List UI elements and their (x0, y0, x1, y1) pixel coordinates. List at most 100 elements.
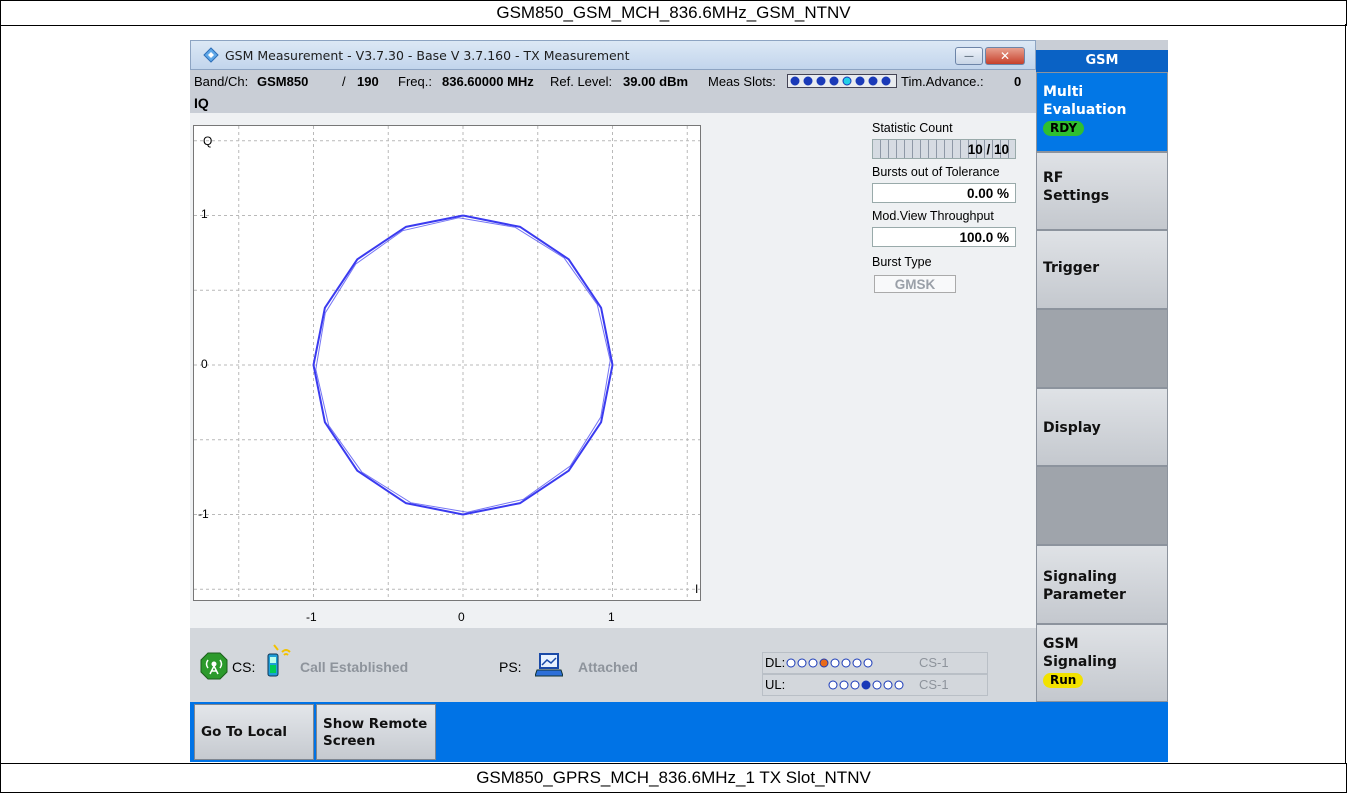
frame-border-left (0, 24, 1, 763)
meas-slots-indicator (787, 74, 897, 88)
slot-dot (855, 76, 865, 86)
band-label: Band/Ch: (194, 74, 249, 89)
softkey-sidebar: GSM Multi Evaluation RDY RF Settings Tri… (1036, 40, 1168, 702)
band-value: GSM850 (257, 74, 309, 89)
slot-dot (829, 76, 839, 86)
dl-ul-panel: DL: CS-1 UL: CS-1 (762, 632, 988, 698)
slot-dot (839, 680, 849, 690)
downlink-row: DL: CS-1 (762, 652, 988, 674)
cs-label: CS: (232, 659, 256, 675)
dl-slot-indicator (786, 658, 873, 668)
x-tick-1: 1 (608, 610, 615, 624)
caption-bottom: GSM850_GPRS_MCH_836.6MHz_1 TX Slot_NTNV (0, 763, 1347, 793)
softkey-label: Evaluation (1043, 102, 1127, 118)
button-label: Go To Local (201, 724, 288, 740)
y-tick-1: 1 (201, 207, 208, 221)
softkey-label: RF (1043, 170, 1064, 186)
laptop-icon (535, 653, 563, 677)
softkey-label: Trigger (1043, 260, 1100, 276)
iq-constellation-trace (312, 214, 614, 516)
channel-separator: / (342, 74, 346, 89)
q-axis-label: Q (203, 134, 213, 148)
ul-label: UL: (765, 677, 786, 692)
burst-type-label: Burst Type (872, 255, 932, 269)
softkey-empty-1 (1036, 309, 1168, 388)
ref-level-label: Ref. Level: (550, 74, 613, 89)
button-label: Screen (323, 733, 376, 749)
softkey-display[interactable]: Display (1036, 388, 1168, 466)
ps-state: Attached (578, 659, 638, 675)
channel-value: 190 (357, 74, 379, 89)
slot-dot (797, 658, 807, 668)
softkey-label: GSM (1043, 636, 1079, 652)
slot-dot (863, 658, 873, 668)
softkey-label: Signaling (1043, 654, 1117, 670)
bursts-out-label: Bursts out of Tolerance (872, 165, 1000, 179)
slot-dot (819, 658, 829, 668)
window-titlebar[interactable]: GSM Measurement - V3.7.30 - Base V 3.7.1… (190, 40, 1036, 70)
close-icon: ✕ (999, 49, 1011, 63)
ul-coding-scheme: CS-1 (919, 677, 949, 692)
slot-dot (841, 658, 851, 668)
softkey-trigger[interactable]: Trigger (1036, 230, 1168, 309)
slot-dot (830, 658, 840, 668)
slot-dot (803, 76, 813, 86)
softkey-gsm-signaling[interactable]: GSM Signaling Run (1036, 624, 1168, 702)
iq-svg (194, 126, 700, 600)
uplink-row: UL: CS-1 (762, 674, 988, 696)
button-label: Show Remote (323, 716, 428, 732)
slot-dot (881, 76, 891, 86)
slot-dot (790, 76, 800, 86)
slot-dot (816, 76, 826, 86)
frame-border-right (1345, 24, 1346, 763)
softkey-signaling-parameter[interactable]: Signaling Parameter (1036, 545, 1168, 624)
freq-value: 836.60000 MHz (442, 74, 534, 89)
app-window: GSM Measurement - V3.7.30 - Base V 3.7.1… (190, 40, 1168, 762)
bottom-button-bar: Go To Local Show Remote Screen (190, 702, 1168, 762)
slot-dot (883, 680, 893, 690)
ready-badge: RDY (1043, 121, 1085, 136)
cs-state: Call Established (300, 659, 409, 675)
close-button[interactable]: ✕ (985, 47, 1025, 65)
go-to-local-button[interactable]: Go To Local (194, 704, 314, 760)
slot-dot (786, 658, 796, 668)
app-diamond-icon (203, 47, 219, 63)
mobile-phone-icon (267, 644, 291, 677)
ul-slot-indicator (828, 680, 904, 690)
softkey-label: Settings (1043, 188, 1110, 204)
softkey-rf-settings[interactable]: RF Settings (1036, 152, 1168, 230)
signaling-antenna-icon (200, 652, 228, 680)
burst-type-value: GMSK (874, 275, 956, 293)
minimize-button[interactable]: — (955, 47, 983, 65)
plot-title: IQ (194, 95, 209, 111)
ref-level-value: 39.00 dBm (623, 74, 689, 89)
caption-top: GSM850_GSM_MCH_836.6MHz_GSM_NTNV (0, 0, 1347, 26)
x-tick-0: 0 (458, 610, 465, 624)
slot-dot (808, 658, 818, 668)
meas-slots-label: Meas Slots: (708, 74, 776, 89)
statistic-count-value: 10 / 10 (872, 139, 1016, 159)
softkey-label: Signaling (1043, 569, 1117, 585)
slot-dot (894, 680, 904, 690)
bursts-out-value: 0.00 % (872, 183, 1016, 203)
y-tick-neg1: -1 (198, 507, 209, 521)
slot-dot (850, 680, 860, 690)
softkey-empty-2 (1036, 466, 1168, 545)
iq-diagram: Q I (193, 125, 701, 601)
throughput-label: Mod.View Throughput (872, 209, 994, 223)
x-tick-neg1: -1 (306, 610, 317, 624)
run-badge: Run (1043, 673, 1084, 688)
i-axis-label: I (695, 582, 699, 596)
dl-label: DL: (765, 655, 786, 670)
timing-advance-label: Tim.Advance.: (901, 74, 984, 89)
slot-dot (828, 680, 838, 690)
connection-status-bar: CS: Call Established PS: Attached DL: CS… (190, 628, 1036, 702)
slot-dot (852, 658, 862, 668)
show-remote-screen-button[interactable]: Show Remote Screen (316, 704, 436, 760)
softkey-label: Display (1043, 420, 1101, 436)
softkey-multi-evaluation[interactable]: Multi Evaluation RDY (1036, 72, 1168, 152)
sidebar-header: GSM (1036, 50, 1168, 72)
ps-label: PS: (499, 659, 522, 675)
minimize-icon: — (964, 50, 974, 62)
slot-dot (868, 76, 878, 86)
